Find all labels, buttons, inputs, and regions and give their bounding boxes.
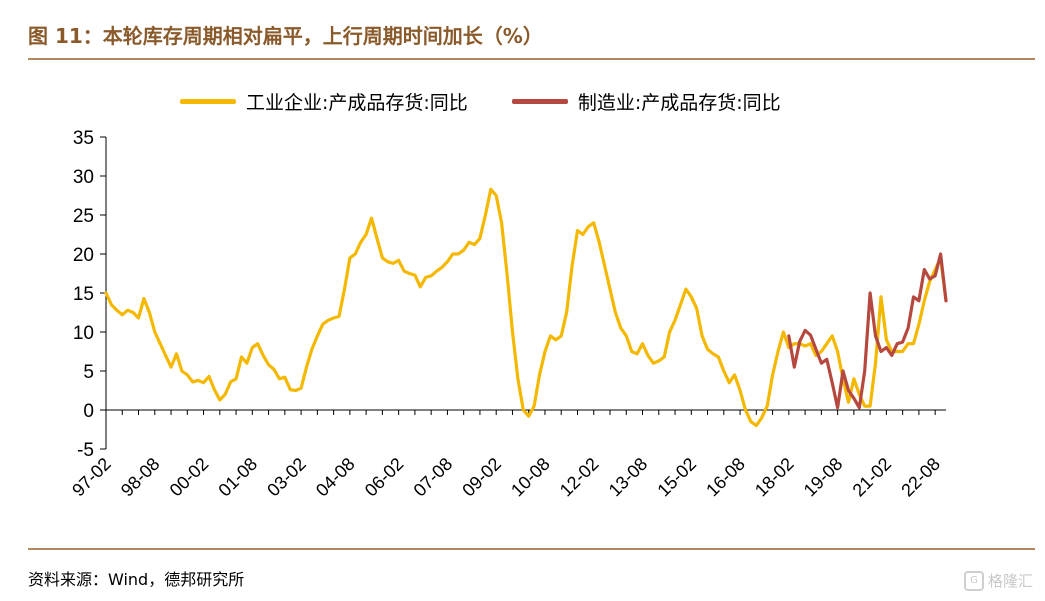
x-tick-label: 16-08 <box>702 454 749 501</box>
x-tick-label: 22-08 <box>897 454 944 501</box>
series-line-2 <box>787 252 948 410</box>
legend-label-series1: 工业企业:产成品存货:同比 <box>246 92 468 114</box>
y-tick-label: 5 <box>83 362 94 383</box>
y-tick-label: 0 <box>83 401 94 422</box>
x-tick-label: 00-02 <box>166 454 213 501</box>
x-tick-label: 21-02 <box>849 454 896 501</box>
x-tick-label: 09-02 <box>458 454 505 501</box>
x-tick-label: 01-08 <box>214 454 261 501</box>
chart-title: 图 11：本轮库存周期相对扁平，上行周期时间加长（%） <box>28 24 543 48</box>
source-note: 资料来源：Wind，德邦研究所 <box>28 570 245 589</box>
top-rule <box>28 58 1035 60</box>
x-tick-label: 12-02 <box>556 454 603 501</box>
y-tick-label: 35 <box>73 128 94 149</box>
watermark-logo-icon: G <box>963 570 984 591</box>
y-tick-label: 20 <box>73 245 94 266</box>
x-tick-label: 07-08 <box>410 454 457 501</box>
x-tick-label: 15-02 <box>653 454 700 501</box>
watermark-text: 格隆汇 <box>987 572 1033 590</box>
series-line-1 <box>104 187 948 428</box>
bottom-rule <box>28 548 1035 550</box>
x-tick-label: 18-02 <box>751 454 798 501</box>
y-tick-label: 25 <box>73 206 94 227</box>
legend-item-series1: 工业企业:产成品存货:同比 <box>180 88 468 115</box>
x-tick-label: 04-08 <box>312 454 359 501</box>
y-tick-label: -5 <box>77 440 94 461</box>
x-tick-label: 19-08 <box>800 454 847 501</box>
y-tick-label: 10 <box>73 323 94 344</box>
legend-label-series2: 制造业:产成品存货:同比 <box>577 92 781 114</box>
legend-swatch-series1 <box>180 99 236 104</box>
x-tick-label: 03-02 <box>263 454 310 501</box>
x-tick-label: 10-08 <box>507 454 554 501</box>
chart-lines <box>104 187 948 428</box>
legend-swatch-series2 <box>511 99 568 104</box>
x-tick-label: 13-08 <box>605 454 652 501</box>
legend: 工业企业:产成品存货:同比 制造业:产成品存货:同比 <box>180 88 781 115</box>
x-tick-label: 98-08 <box>117 454 164 501</box>
watermark: G 格隆汇 <box>963 570 1033 591</box>
y-tick-label: 15 <box>73 284 94 305</box>
y-tick-label: 30 <box>73 167 94 188</box>
x-tick-label: 06-02 <box>361 454 408 501</box>
legend-item-series2: 制造业:产成品存货:同比 <box>511 88 781 115</box>
